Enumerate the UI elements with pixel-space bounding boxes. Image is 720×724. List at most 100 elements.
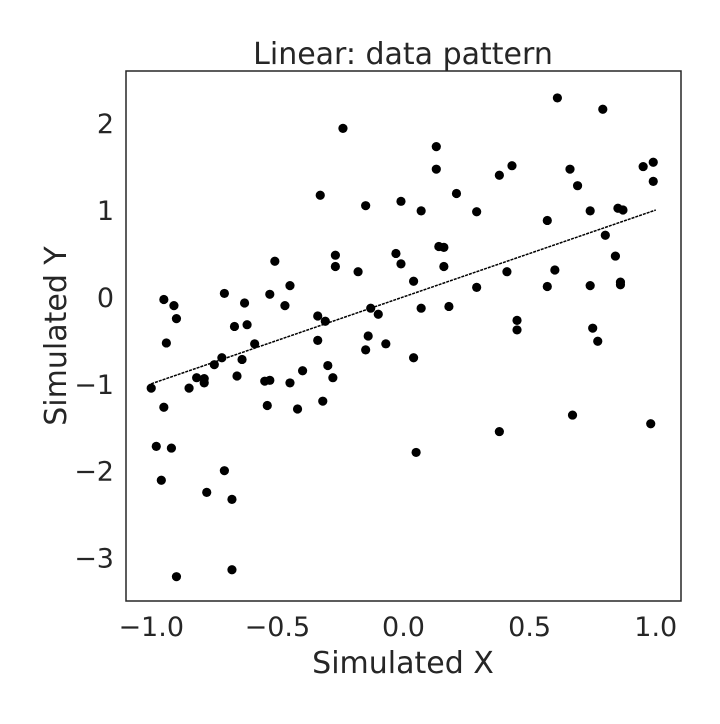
scatter-point <box>396 196 406 206</box>
scatter-point <box>292 404 303 414</box>
scatter-point <box>328 373 338 383</box>
scatter-point <box>262 400 272 411</box>
x-axis-label: Simulated X <box>312 646 494 681</box>
x-tick-label: −0.5 <box>245 612 311 643</box>
scatter-point <box>285 378 295 388</box>
scatter-point <box>381 339 391 349</box>
scatter-point <box>598 104 608 114</box>
scatter-point <box>431 164 441 174</box>
scatter-point <box>159 402 169 412</box>
scatter-point <box>550 265 560 275</box>
scatter-point <box>169 300 179 311</box>
scatter-point <box>593 336 603 346</box>
scatter-point <box>416 303 426 313</box>
scatter-point <box>353 267 363 277</box>
scatter-point <box>615 280 626 290</box>
scatter-point <box>171 572 182 582</box>
scatter-point <box>439 242 449 252</box>
scatter-point <box>512 325 522 335</box>
scatter-point <box>408 353 419 363</box>
scatter-point <box>330 261 340 272</box>
scatter-point <box>648 176 658 186</box>
scatter-point <box>444 301 454 312</box>
scatter-point <box>151 441 161 451</box>
scatter-point <box>648 157 658 167</box>
scatter-point <box>585 281 595 291</box>
scatter-point <box>237 354 247 365</box>
scatter-point <box>242 320 252 330</box>
scatter-point <box>610 251 621 261</box>
scatter-point <box>646 419 656 429</box>
scatter-point <box>184 383 194 393</box>
scatter-point <box>280 300 290 311</box>
scatter-point <box>338 123 348 133</box>
scatter-point <box>159 294 169 305</box>
scatter-point <box>451 188 462 199</box>
scatter-point <box>250 339 260 349</box>
scatter-point <box>227 565 237 575</box>
scatter-point <box>232 371 242 381</box>
scatter-point <box>494 426 504 437</box>
y-tick-label: 1 <box>97 196 114 227</box>
scatter-point <box>408 276 419 286</box>
scatter-point <box>146 383 156 393</box>
scatter-point <box>313 335 323 345</box>
scatter-point <box>542 281 552 292</box>
scatter-point <box>638 161 648 172</box>
scatter-point <box>313 311 323 321</box>
scatter-point <box>361 201 371 211</box>
scatter-point <box>265 289 275 299</box>
y-tick-label: −1 <box>74 370 114 401</box>
scatter-point <box>202 487 212 497</box>
scatter-point <box>199 373 209 384</box>
scatter-point <box>439 261 449 272</box>
scatter-point <box>572 181 583 191</box>
scatter-point <box>542 215 552 226</box>
scatter-point <box>431 141 441 152</box>
chart-title: Linear: data pattern <box>253 37 553 72</box>
scatter-point <box>373 309 383 319</box>
scatter-point <box>502 267 512 277</box>
scatter-point <box>265 375 275 385</box>
y-tick-label: −3 <box>74 544 114 575</box>
scatter-point <box>166 443 177 453</box>
scatter-point <box>588 323 598 333</box>
scatter-point <box>171 314 182 324</box>
scatter-point <box>552 93 562 103</box>
scatter-point <box>618 205 628 215</box>
scatter-point <box>219 466 229 476</box>
scatter-point <box>512 315 522 325</box>
scatter-point <box>411 447 421 458</box>
x-tick-label: −1.0 <box>118 612 184 643</box>
scatter-point <box>219 288 229 299</box>
scatter-point <box>391 248 401 259</box>
data-marks <box>146 93 658 582</box>
scatter-point <box>323 360 333 371</box>
scatter-point <box>161 338 171 348</box>
scatter-point <box>585 206 595 216</box>
scatter-point <box>297 366 308 376</box>
scatter-point <box>270 256 280 266</box>
scatter-point <box>315 190 325 200</box>
x-tick-label: 0.0 <box>382 612 425 643</box>
scatter-point <box>396 259 406 269</box>
scatter-point <box>192 373 202 383</box>
x-tick-label: 1.0 <box>634 612 677 643</box>
scatter-point <box>363 331 373 341</box>
scatter-point <box>318 396 328 406</box>
scatter-point <box>156 475 166 485</box>
scatter-point <box>285 281 295 291</box>
scatter-point <box>239 298 250 308</box>
scatter-point <box>229 321 240 332</box>
x-tick-label: 0.5 <box>508 612 551 643</box>
scatter-point <box>565 164 575 174</box>
tick-labels: −1.0 −0.5 0.0 0.5 1.0 −3 −2 −1 0 1 2 <box>74 109 677 643</box>
plot-frame <box>125 70 682 602</box>
scatter-point <box>600 230 610 240</box>
scatter-point <box>361 345 371 355</box>
y-tick-label: 0 <box>97 283 114 314</box>
y-tick-label: −2 <box>74 457 114 488</box>
y-tick-label: 2 <box>97 109 114 140</box>
